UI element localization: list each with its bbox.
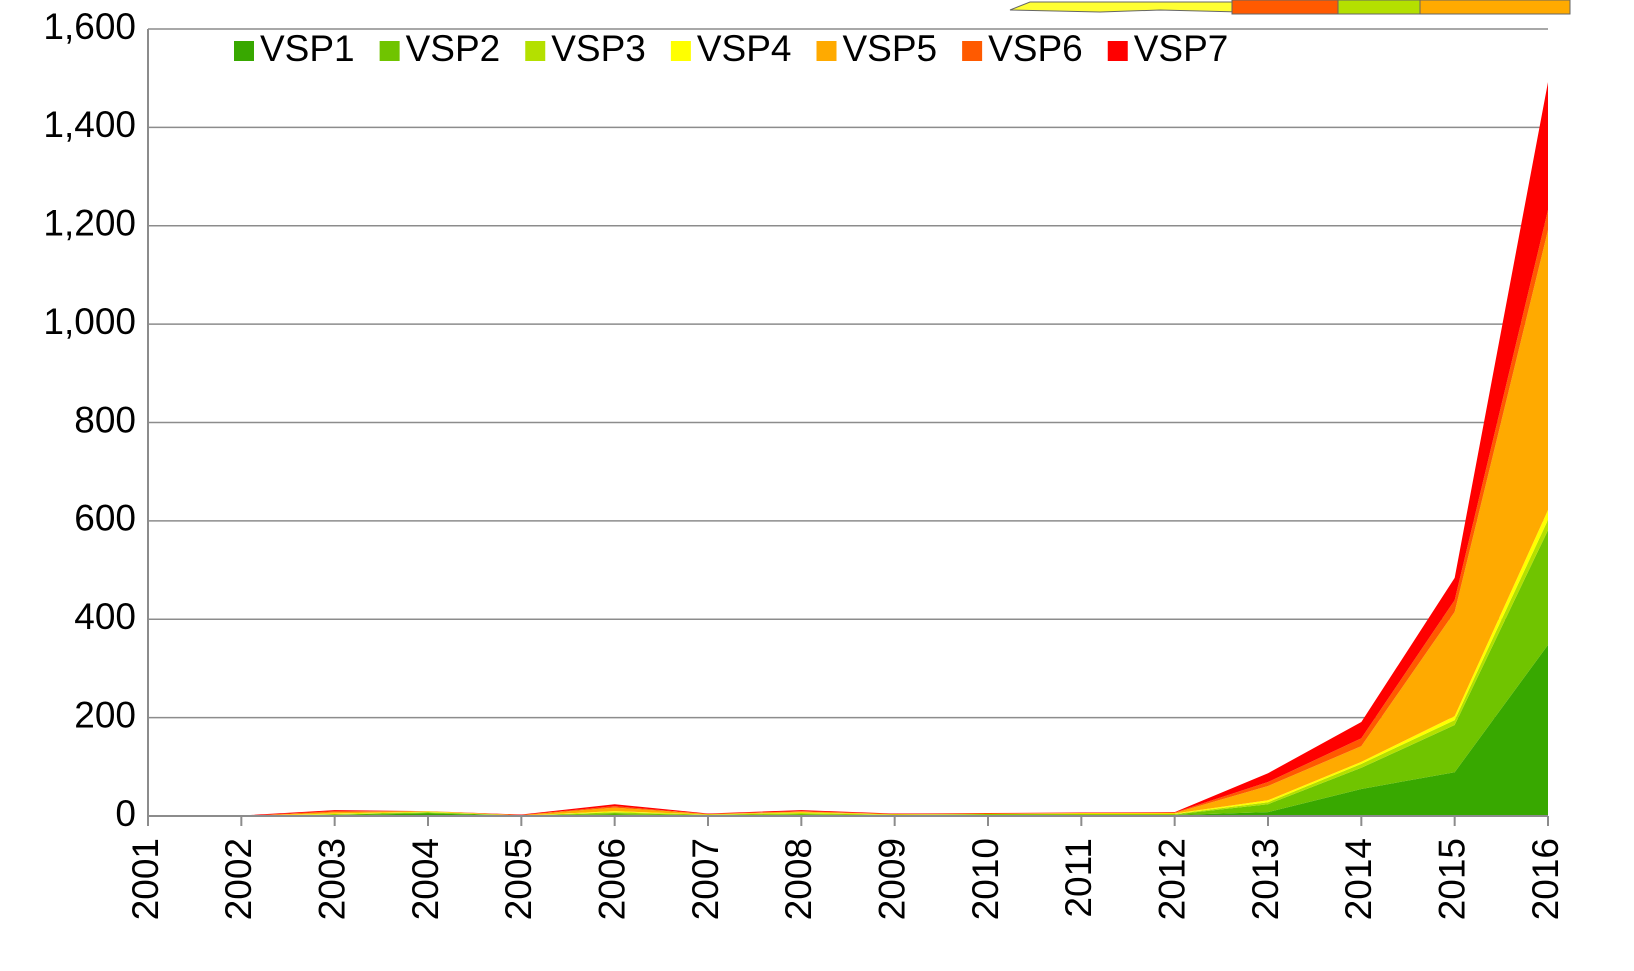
x-tick-label: 2004 bbox=[405, 838, 446, 920]
legend-swatch bbox=[525, 41, 546, 61]
y-tick-label: 400 bbox=[74, 596, 136, 637]
decor-image bbox=[1009, 0, 1571, 15]
legend-label: VSP5 bbox=[843, 28, 938, 69]
y-tick-label: 1,600 bbox=[43, 6, 136, 47]
legend-swatch bbox=[962, 41, 983, 61]
x-tick-label: 2007 bbox=[685, 838, 726, 920]
legend-label: VSP1 bbox=[260, 28, 355, 69]
legend-swatch bbox=[234, 41, 254, 61]
legend-label: VSP6 bbox=[988, 28, 1083, 69]
x-tick-label: 2015 bbox=[1431, 838, 1472, 920]
x-tick-label: 2002 bbox=[218, 838, 259, 920]
y-tick-label: 1,200 bbox=[43, 203, 136, 244]
x-tick-label: 2008 bbox=[778, 838, 819, 920]
x-tick-label: 2013 bbox=[1245, 838, 1286, 920]
x-tick-label: 2010 bbox=[965, 838, 1006, 920]
legend-label: VSP4 bbox=[697, 28, 792, 69]
area bbox=[148, 230, 1548, 816]
y-tick-label: 200 bbox=[74, 694, 136, 735]
legend-label: VSP7 bbox=[1134, 28, 1229, 69]
x-tick-label: 2005 bbox=[498, 838, 539, 920]
y-tick-label: 0 bbox=[115, 793, 136, 834]
x-tick-label: 2009 bbox=[871, 838, 912, 920]
x-tick-label: 2001 bbox=[125, 838, 166, 920]
y-tick-label: 800 bbox=[74, 399, 136, 440]
x-tick-label: 2003 bbox=[311, 838, 352, 920]
legend-swatch bbox=[816, 41, 837, 61]
y-tick-label: 1,400 bbox=[43, 104, 136, 145]
area bbox=[148, 644, 1548, 816]
x-tick-label: 2016 bbox=[1525, 838, 1566, 920]
area bbox=[148, 210, 1548, 816]
area bbox=[148, 82, 1548, 816]
legend-label: VSP2 bbox=[406, 28, 501, 69]
x-tick-label: 2006 bbox=[591, 838, 632, 920]
y-tick-label: 1,000 bbox=[43, 301, 136, 342]
legend-swatch bbox=[379, 41, 400, 61]
y-tick-label: 600 bbox=[74, 498, 136, 539]
legend-label: VSP3 bbox=[551, 28, 646, 69]
x-tick-label: 2011 bbox=[1058, 838, 1099, 918]
legend-swatch bbox=[670, 41, 691, 61]
x-tick-label: 2012 bbox=[1151, 838, 1192, 920]
x-tick-label: 2014 bbox=[1338, 838, 1379, 920]
legend-swatch bbox=[1107, 41, 1128, 61]
